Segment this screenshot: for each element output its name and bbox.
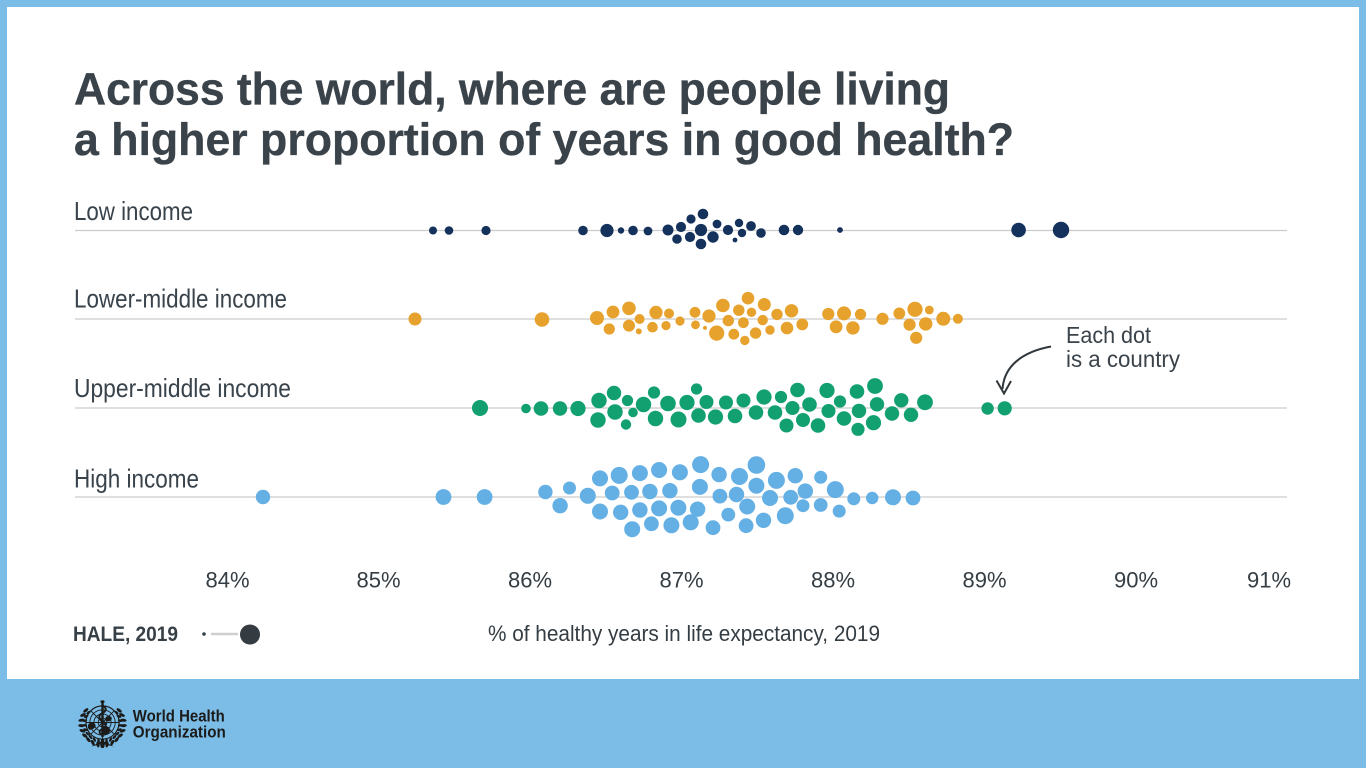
svg-text:87%: 87% bbox=[659, 568, 703, 593]
svg-text:86%: 86% bbox=[508, 568, 552, 593]
svg-text:90%: 90% bbox=[1114, 568, 1158, 593]
svg-text:a higher proportion of years i: a higher proportion of years in good hea… bbox=[74, 114, 1014, 165]
svg-text:HALE, 2019: HALE, 2019 bbox=[73, 623, 178, 646]
svg-text:88%: 88% bbox=[811, 568, 855, 593]
svg-text:is a country: is a country bbox=[1066, 346, 1180, 372]
svg-text:Across the world, where are pe: Across the world, where are people livin… bbox=[74, 64, 950, 115]
svg-text:High income: High income bbox=[74, 464, 199, 494]
svg-text:89%: 89% bbox=[962, 568, 1006, 593]
svg-text:91%: 91% bbox=[1247, 568, 1291, 593]
svg-text:85%: 85% bbox=[356, 568, 400, 593]
svg-text:Each dot: Each dot bbox=[1066, 322, 1151, 348]
svg-text:Lower-middle income: Lower-middle income bbox=[74, 284, 287, 314]
svg-text:Upper-middle income: Upper-middle income bbox=[74, 373, 291, 403]
svg-text:% of healthy years in life exp: % of healthy years in life expectancy, 2… bbox=[488, 621, 880, 646]
svg-text:Organization: Organization bbox=[133, 722, 226, 741]
svg-text:Low income: Low income bbox=[74, 196, 193, 226]
svg-text:World Health: World Health bbox=[133, 706, 225, 725]
svg-text:84%: 84% bbox=[205, 568, 249, 593]
